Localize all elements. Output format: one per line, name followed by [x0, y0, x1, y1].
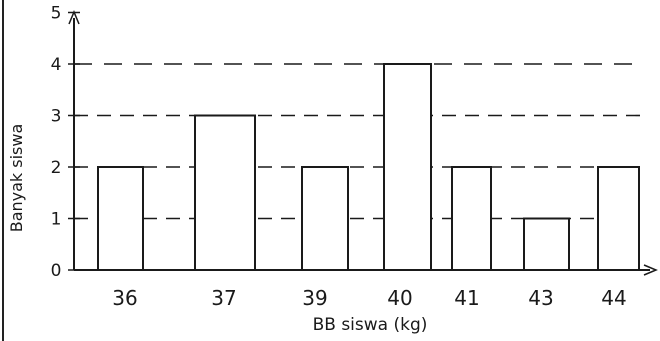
y-tick-label-5: 5	[51, 4, 62, 24]
y-tick-label-0: 0	[51, 261, 62, 281]
y-tick-label-2: 2	[51, 158, 62, 178]
bar-41	[451, 166, 492, 271]
bar-36	[97, 166, 144, 271]
x-axis-title: BB siswa (kg)	[313, 315, 428, 335]
y-tick-label-3: 3	[51, 107, 62, 127]
x-tick-label-39: 39	[302, 286, 327, 310]
bar-39	[301, 166, 349, 271]
y-tick-label-4: 4	[51, 55, 62, 75]
y-tick-label-1: 1	[51, 210, 62, 230]
x-axis-arrow	[643, 264, 658, 276]
x-tick-label-37: 37	[211, 286, 236, 310]
x-tick-label-41: 41	[454, 286, 479, 310]
bar-37	[194, 114, 256, 271]
bars	[97, 63, 640, 271]
y-axis-title: Banyak siswa	[7, 124, 26, 233]
bar-40	[383, 63, 432, 271]
grid-lines	[74, 63, 640, 220]
bar-44	[597, 166, 640, 271]
x-tick-label-43: 43	[528, 286, 553, 310]
bar-43	[523, 217, 570, 271]
x-tick-labels: 36 37 39 40 41 43 44	[112, 286, 626, 310]
x-tick-label-40: 40	[387, 286, 412, 310]
y-tick-labels: 0 1 2 3 4 5	[51, 4, 80, 281]
x-tick-label-36: 36	[112, 286, 137, 310]
x-tick-label-44: 44	[601, 286, 626, 310]
